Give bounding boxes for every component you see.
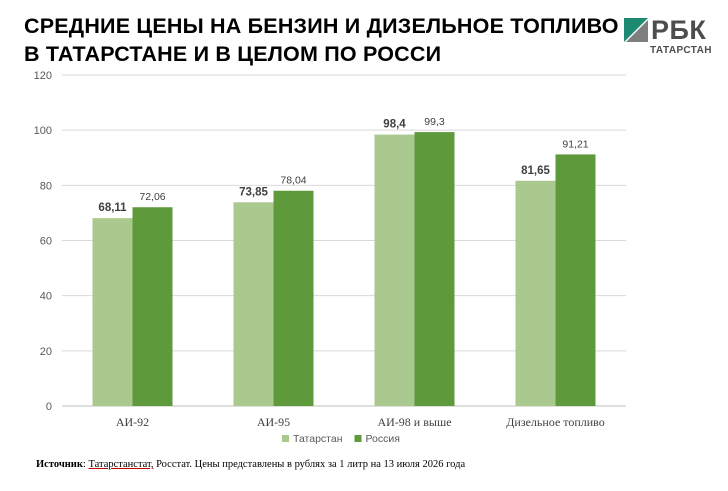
y-tick-label: 20 bbox=[40, 346, 52, 358]
data-label: 81,65 bbox=[521, 165, 550, 177]
x-category-label: АИ-92 bbox=[116, 415, 149, 429]
chart-title-line-1: СРЕДНИЕ ЦЕНЫ НА БЕНЗИН И ДИЗЕЛЬНОЕ ТОПЛИ… bbox=[24, 14, 619, 38]
x-category-label: АИ-98 и выше bbox=[377, 415, 451, 429]
data-label: 98,4 bbox=[383, 119, 406, 131]
bar-chart: 0 20 40 60 80 100 120 68,11 72,06 АИ-92 73,85 78,04… bbox=[34, 70, 626, 445]
rbc-logo[interactable]: РБК ТАТАРСТАН bbox=[624, 15, 716, 60]
x-category-label: Дизельное топливо bbox=[506, 415, 605, 429]
y-tick-label: 80 bbox=[40, 180, 52, 192]
bar-tatarstan bbox=[92, 218, 133, 406]
legend-swatch-tatarstan bbox=[282, 435, 289, 442]
bar-tatarstan bbox=[515, 180, 556, 406]
legend-swatch-russia bbox=[354, 435, 362, 442]
data-label: 99,3 bbox=[424, 116, 445, 128]
source-note: Источник: Татарстанстат, Росстат. Цены п… bbox=[36, 458, 716, 472]
rbc-logo-wordmark: РБК bbox=[651, 15, 707, 45]
bar-russia bbox=[273, 190, 314, 406]
chart-title: СРЕДНИЕ ЦЕНЫ НА БЕНЗИН И ДИЗЕЛЬНОЕ ТОПЛИ… bbox=[24, 12, 624, 68]
data-label: 73,85 bbox=[239, 186, 268, 198]
source-link[interactable]: Татарстанстат, bbox=[88, 459, 154, 470]
source-text: Росстат. Цены представлены в рублях за 1… bbox=[153, 459, 466, 470]
data-label: 91,21 bbox=[562, 138, 588, 150]
x-category-label: АИ-95 bbox=[257, 415, 290, 429]
source-label: Источник bbox=[36, 459, 83, 470]
chart-title-line-2: В ТАТАРСТАНЕ И В ЦЕЛОМ ПО РОССИ bbox=[24, 42, 442, 66]
source-separator: : bbox=[82, 459, 89, 470]
y-tick-label: 40 bbox=[40, 291, 52, 303]
data-label: 78,04 bbox=[280, 175, 306, 187]
y-tick-label: 60 bbox=[40, 236, 52, 248]
legend-label-tatarstan: Татарстан bbox=[293, 433, 343, 445]
y-tick-label: 0 bbox=[46, 401, 52, 413]
data-label: 68,11 bbox=[98, 202, 127, 214]
bar-tatarstan bbox=[374, 134, 415, 406]
y-tick-label: 120 bbox=[34, 70, 52, 82]
data-label: 72,06 bbox=[139, 191, 165, 203]
rbc-logo-mark-icon bbox=[624, 18, 648, 42]
bar-russia bbox=[132, 207, 173, 406]
y-tick-label: 100 bbox=[34, 125, 52, 137]
bar-russia bbox=[414, 132, 455, 406]
bar-russia bbox=[555, 154, 596, 406]
bar-tatarstan bbox=[233, 202, 274, 406]
rbc-logo-subtitle: ТАТАРСТАН bbox=[650, 45, 712, 56]
legend-label-russia: Россия bbox=[366, 433, 400, 445]
